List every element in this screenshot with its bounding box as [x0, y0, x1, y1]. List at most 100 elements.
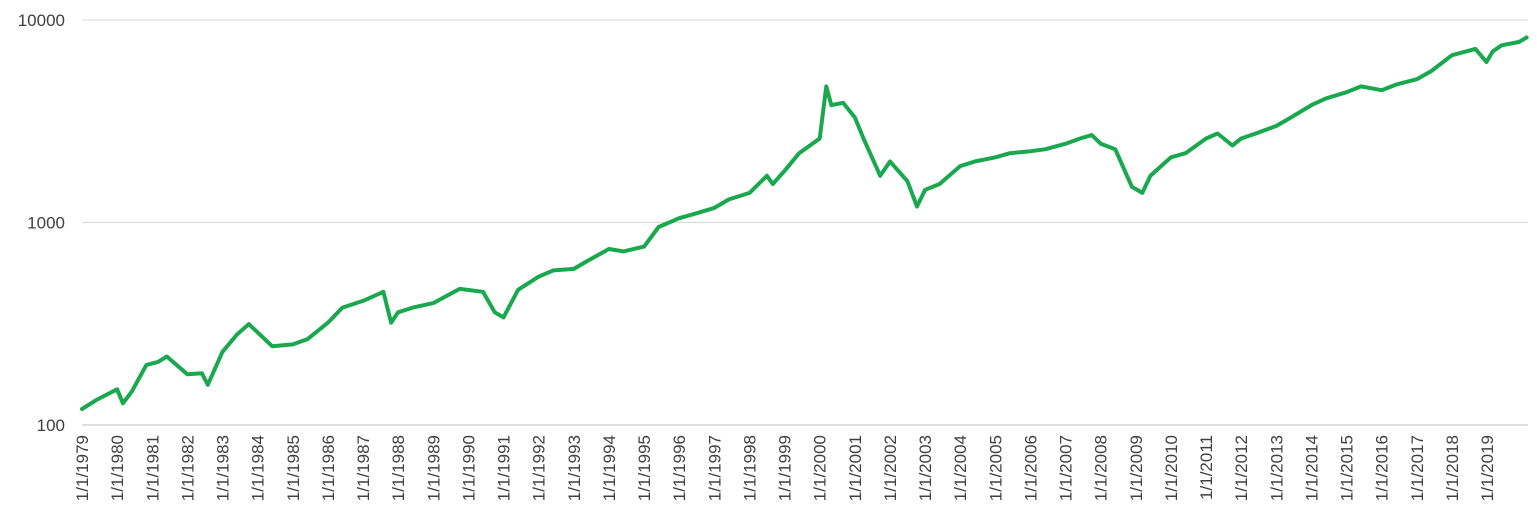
data-point: [938, 182, 942, 186]
x-tick-label: 1/1/2009: [1127, 435, 1146, 501]
data-point: [1099, 142, 1103, 146]
data-point: [516, 288, 520, 292]
x-tick-label: 1/1/1994: [600, 435, 619, 501]
x-axis-tick-labels: 1/1/1979 1/1/1980 1/1/1981 1/1/1982 1/1/1983…: [73, 435, 1497, 501]
data-point: [1028, 149, 1033, 153]
data-point: [923, 188, 927, 192]
x-tick-label: 1/1/1980: [108, 435, 127, 501]
data-point: [1239, 136, 1243, 141]
data-point: [94, 398, 99, 402]
x-tick-label: 1/1/1983: [214, 435, 233, 501]
y-tick-label: 1000: [27, 214, 65, 233]
data-point: [1130, 185, 1134, 189]
data-point: [607, 247, 611, 251]
data-point: [1113, 147, 1117, 151]
x-tick-label: 1/1/1991: [495, 435, 514, 501]
data-point: [396, 310, 400, 314]
data-point: [888, 159, 892, 164]
data-point: [1429, 69, 1433, 73]
data-point: [958, 164, 962, 168]
data-point: [1517, 40, 1521, 44]
x-tick-label: 1/1/2000: [811, 435, 830, 501]
data-point: [1064, 142, 1068, 146]
x-tick-label: 1/1/1989: [424, 435, 443, 501]
y-tick-label: 100: [37, 416, 65, 435]
data-point: [115, 387, 119, 391]
data-point: [200, 371, 204, 375]
x-tick-label: 1/1/2013: [1267, 435, 1286, 501]
data-point: [206, 383, 210, 387]
x-tick-label: 1/1/1982: [178, 435, 197, 501]
x-tick-label: 1/1/2001: [846, 435, 865, 501]
data-point: [1525, 35, 1529, 40]
data-point: [501, 315, 506, 319]
data-point: [1090, 133, 1094, 137]
data-point: [185, 372, 189, 376]
data-point: [1289, 115, 1293, 120]
data-point: [829, 103, 833, 107]
x-tick-label: 1/1/2010: [1162, 435, 1181, 501]
data-point: [1500, 43, 1504, 47]
data-point: [481, 290, 485, 294]
x-tick-label: 1/1/2003: [916, 435, 935, 501]
x-tick-label: 1/1/2012: [1232, 435, 1251, 501]
x-tick-label: 1/1/2007: [1057, 435, 1076, 501]
data-point: [765, 174, 769, 178]
data-point: [235, 332, 239, 337]
data-point: [1309, 103, 1314, 107]
gridlines: [82, 19, 1528, 426]
y-tick-label: 10000: [18, 11, 65, 30]
data-point: [156, 360, 160, 364]
x-tick-label: 1/1/1993: [565, 435, 584, 501]
x-tick-label: 1/1/1979: [73, 435, 92, 501]
x-tick-label: 1/1/1999: [776, 435, 795, 501]
data-point: [305, 337, 309, 341]
data-point: [861, 136, 866, 141]
data-point: [1324, 96, 1328, 100]
x-tick-label: 1/1/1996: [670, 435, 689, 501]
data-point: [1394, 82, 1398, 87]
data-point: [818, 136, 822, 141]
data-point: [165, 354, 169, 359]
data-point: [727, 197, 731, 201]
data-point: [692, 212, 696, 216]
data-point: [144, 363, 148, 367]
data-point: [220, 350, 225, 354]
data-point: [326, 321, 330, 325]
data-point: [361, 299, 365, 303]
x-tick-label: 1/1/1992: [530, 435, 549, 501]
data-point: [621, 249, 626, 253]
data-point: [130, 390, 134, 394]
data-point: [783, 169, 787, 173]
data-point: [1415, 77, 1419, 81]
data-point: [973, 159, 977, 164]
x-tick-label: 1/1/2017: [1408, 435, 1427, 501]
x-tick-label: 1/1/1998: [740, 435, 759, 501]
data-point: [270, 344, 274, 348]
data-point: [642, 245, 646, 249]
data-point: [1345, 90, 1349, 94]
data-point: [905, 179, 910, 183]
data-point: [1169, 155, 1173, 159]
x-tick-label: 1/1/1995: [635, 435, 654, 501]
data-point: [572, 267, 576, 271]
x-tick-label: 1/1/2002: [881, 435, 900, 501]
data-point: [1008, 151, 1012, 155]
x-tick-label: 1/1/2019: [1478, 435, 1497, 501]
x-tick-label: 1/1/2004: [951, 435, 970, 501]
data-point: [551, 268, 555, 272]
x-tick-label: 1/1/1984: [249, 435, 268, 501]
x-tick-label: 1/1/1986: [319, 435, 338, 501]
data-point: [1473, 47, 1477, 51]
x-tick-label: 1/1/2015: [1338, 435, 1357, 501]
data-point: [1274, 124, 1278, 128]
data-point: [340, 306, 344, 310]
data-point: [1078, 136, 1082, 141]
y-axis-tick-labels: 100 1000 10000: [18, 11, 65, 435]
data-point: [537, 275, 541, 279]
x-tick-label: 1/1/2016: [1373, 435, 1392, 501]
data-point: [291, 342, 295, 346]
data-point: [712, 206, 717, 210]
data-point: [1148, 174, 1152, 178]
